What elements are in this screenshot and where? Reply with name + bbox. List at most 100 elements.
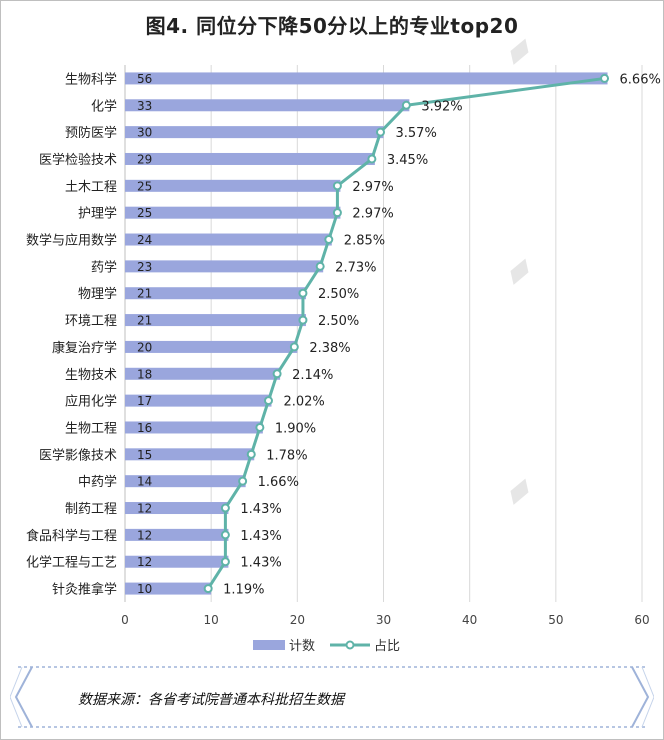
share-point: [246, 449, 256, 459]
bar-value-label: 30: [137, 126, 152, 140]
share-label: 2.50%: [318, 314, 359, 329]
category-label: 药学: [91, 259, 117, 275]
x-tick-label: 10: [204, 613, 219, 627]
category-label: 护理学: [78, 206, 117, 222]
bar-value-label: 10: [137, 582, 152, 596]
bar-value-label: 12: [137, 555, 152, 569]
bar: [125, 367, 281, 380]
share-label: 2.85%: [344, 234, 385, 249]
share-label: 1.66%: [258, 475, 299, 490]
category-label: 预防医学: [65, 125, 117, 141]
bar: [125, 475, 246, 488]
bar-value-label: 14: [137, 475, 152, 489]
share-point: [220, 530, 230, 540]
share-point: [298, 288, 308, 298]
source-box: [10, 666, 654, 728]
share-point: [220, 503, 230, 513]
category-label: 物理学: [78, 286, 117, 302]
share-point: [220, 557, 230, 567]
category-label: 生物科学: [65, 71, 117, 87]
share-label: 1.78%: [266, 448, 307, 463]
share-point: [600, 73, 610, 83]
share-point: [263, 396, 273, 406]
share-label: 2.97%: [352, 207, 393, 222]
bar-value-label: 17: [137, 394, 152, 408]
bar-value-label: 20: [137, 340, 152, 354]
share-point: [332, 181, 342, 191]
bar-value-label: 25: [137, 206, 152, 220]
share-point: [324, 235, 334, 245]
bar-value-label: 21: [137, 287, 152, 301]
bar: [125, 126, 384, 139]
share-point: [203, 584, 213, 594]
category-label: 制药工程: [65, 502, 117, 517]
share-label: 2.14%: [292, 368, 333, 383]
x-tick-label: 60: [634, 613, 649, 627]
share-line: [206, 76, 605, 590]
bar: [125, 582, 212, 595]
share-point: [367, 154, 377, 164]
category-label: 生物技术: [65, 368, 117, 383]
share-label: 3.57%: [396, 126, 437, 141]
share-label: 2.73%: [335, 260, 376, 275]
share-label: 3.92%: [421, 99, 462, 114]
bar: [125, 421, 263, 434]
bar-value-label: 24: [137, 233, 152, 247]
category-label: 化学: [91, 98, 117, 114]
category-label: 中药学: [78, 474, 117, 490]
share-point: [289, 342, 299, 352]
bar: [125, 179, 341, 192]
bar-value-label: 12: [137, 528, 152, 542]
share-point: [332, 208, 342, 218]
share-label: 2.97%: [352, 180, 393, 195]
x-tick-label: 40: [462, 613, 477, 627]
bar-value-label: 25: [137, 179, 152, 193]
bar: [125, 555, 229, 568]
bar-value-label: 16: [137, 421, 152, 435]
bar-value-label: 29: [137, 152, 152, 166]
category-label: 生物工程: [65, 421, 117, 436]
chart-title: 图4. 同位分下降50分以上的专业top20: [145, 14, 519, 38]
share-label: 1.43%: [240, 502, 281, 517]
bar-value-label: 21: [137, 314, 152, 328]
category-label: 环境工程: [65, 314, 117, 329]
category-label: 土木工程: [65, 180, 117, 195]
share-label: 1.43%: [240, 529, 281, 544]
share-label: 2.02%: [283, 395, 324, 410]
legend-line-label: 占比: [374, 639, 400, 654]
category-label: 康复治疗学: [52, 340, 117, 356]
bar: [125, 528, 229, 541]
x-tick-label: 50: [548, 613, 563, 627]
bar: [125, 206, 341, 219]
share-label: 1.19%: [223, 583, 264, 598]
bar: [125, 72, 608, 85]
bar-value-label: 56: [137, 72, 152, 86]
source-text: 数据来源：各省考试院普通本科批招生数据: [78, 692, 344, 708]
x-tick-label: 30: [376, 613, 391, 627]
chart-plot: 0 10 20 30 40 50 60 生物科学 56 化学 33 预防医学 30 医学检验技术 29 土木工…: [26, 65, 661, 654]
x-tick-label: 20: [290, 613, 305, 627]
bar: [125, 394, 272, 407]
bar-value-label: 23: [137, 260, 152, 274]
category-label: 化学工程与工艺: [26, 555, 117, 571]
category-label: 食品科学与工程: [26, 528, 117, 544]
share-point: [376, 127, 385, 137]
bar: [125, 99, 410, 112]
bar: [125, 233, 332, 246]
bar-value-label: 33: [137, 99, 152, 113]
share-point: [255, 422, 265, 432]
bar: [125, 260, 324, 273]
share-label: 6.66%: [620, 72, 661, 87]
share-label: 3.45%: [387, 153, 428, 168]
share-point: [272, 369, 282, 379]
bar: [125, 340, 298, 353]
bar: [125, 152, 375, 165]
bar: [125, 314, 306, 327]
x-tick-label: 0: [121, 613, 129, 627]
legend-line-marker: [345, 640, 355, 650]
share-point: [298, 315, 308, 325]
category-label: 医学影像技术: [39, 447, 117, 463]
share-label: 1.90%: [275, 421, 316, 436]
share-point: [401, 100, 411, 110]
share-label: 2.38%: [309, 341, 350, 356]
